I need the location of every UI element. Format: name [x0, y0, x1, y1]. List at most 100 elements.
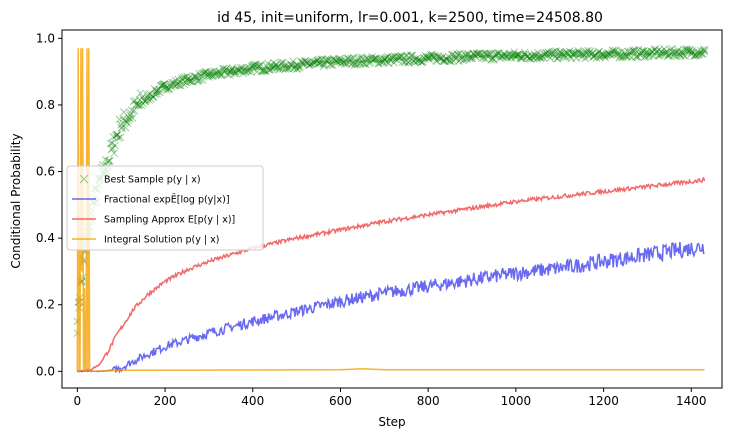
best-sample-marker: [327, 56, 336, 64]
best-sample-marker: [462, 54, 471, 63]
best-sample-marker: [491, 49, 500, 58]
best-sample-marker: [319, 60, 327, 68]
best-sample-marker: [291, 62, 300, 71]
best-sample-marker: [262, 62, 271, 71]
best-sample-marker: [398, 57, 407, 66]
best-sample-marker: [405, 58, 413, 67]
best-sample-marker: [546, 54, 554, 63]
best-sample-marker: [433, 57, 441, 66]
best-sample-marker: [568, 49, 576, 57]
best-sample-marker: [459, 56, 468, 65]
best-sample-marker: [104, 157, 112, 166]
best-sample-marker: [355, 59, 364, 68]
best-sample-marker: [319, 62, 328, 71]
best-sample-marker: [591, 51, 600, 59]
best-sample-marker: [199, 69, 208, 77]
best-sample-marker: [326, 60, 334, 69]
best-sample-marker: [191, 72, 200, 81]
best-sample-marker: [474, 50, 483, 58]
best-sample-marker: [244, 67, 253, 75]
best-sample-marker: [484, 52, 493, 61]
y-tick-label: 0.8: [36, 98, 55, 112]
best-sample-marker: [587, 50, 596, 58]
best-sample-marker: [540, 50, 548, 59]
best-sample-marker: [141, 97, 150, 105]
best-sample-marker: [543, 51, 552, 60]
best-sample-marker: [333, 57, 341, 66]
best-sample-marker: [655, 51, 664, 60]
best-sample-marker: [494, 49, 503, 57]
best-sample-marker: [275, 65, 283, 74]
best-sample-marker: [495, 49, 504, 58]
best-sample-marker: [268, 65, 276, 73]
best-sample-marker: [674, 46, 682, 54]
best-sample-marker: [624, 47, 633, 56]
best-sample-marker: [348, 58, 357, 67]
best-sample-marker: [515, 51, 524, 59]
best-sample-marker: [372, 54, 381, 63]
best-sample-marker: [498, 52, 507, 61]
best-sample-marker: [233, 65, 241, 74]
best-sample-marker: [307, 60, 316, 68]
best-sample-marker: [537, 53, 546, 62]
best-sample-marker: [377, 55, 386, 64]
best-sample-marker: [430, 53, 439, 62]
y-tick-label: 0.4: [36, 231, 55, 245]
y-axis-label: Conditional Probability: [9, 133, 23, 268]
best-sample-marker: [634, 45, 643, 54]
best-sample-marker: [431, 51, 440, 60]
plot-frame: [61, 29, 723, 389]
best-sample-marker: [173, 80, 182, 88]
best-sample-marker: [191, 72, 199, 81]
best-sample-marker: [356, 59, 365, 68]
best-sample-marker: [220, 67, 229, 76]
best-sample-marker: [526, 55, 535, 63]
best-sample-marker: [455, 49, 464, 58]
x-tick-label: 600: [329, 394, 352, 408]
best-sample-marker: [250, 61, 259, 69]
best-sample-marker: [618, 47, 626, 56]
best-sample-marker: [684, 47, 693, 55]
best-sample-marker: [558, 50, 567, 59]
best-sample-marker: [360, 59, 369, 68]
best-sample-marker: [224, 67, 233, 75]
best-sample-marker: [139, 99, 147, 108]
best-sample-marker: [680, 45, 689, 54]
best-sample-marker: [486, 49, 495, 58]
best-sample-marker: [410, 57, 418, 66]
best-sample-marker: [344, 54, 353, 63]
best-sample-marker: [552, 47, 561, 55]
best-sample-marker: [170, 81, 179, 90]
best-sample-marker: [378, 58, 387, 66]
best-sample-marker: [449, 57, 458, 65]
best-sample-marker: [501, 51, 510, 60]
best-sample-marker: [373, 55, 382, 64]
best-sample-marker: [333, 58, 342, 67]
best-sample-marker: [596, 53, 604, 62]
best-sample-marker: [292, 65, 301, 73]
best-sample-marker: [141, 97, 149, 106]
best-sample-marker: [631, 46, 640, 54]
best-sample-marker: [470, 51, 479, 60]
best-sample-marker: [527, 51, 536, 60]
best-sample-marker: [274, 63, 283, 71]
best-sample-marker: [632, 53, 640, 61]
best-sample-marker: [523, 52, 532, 61]
best-sample-marker: [555, 48, 564, 56]
best-sample-marker: [505, 50, 513, 59]
best-sample-marker: [560, 50, 568, 59]
best-sample-marker: [371, 54, 380, 63]
best-sample-marker: [143, 94, 152, 103]
best-sample-marker: [131, 96, 140, 105]
best-sample-marker: [348, 60, 356, 69]
best-sample-marker: [440, 57, 448, 66]
best-sample-marker: [590, 52, 598, 61]
best-sample-marker: [222, 65, 231, 73]
best-sample-marker: [162, 86, 171, 94]
best-sample-marker: [407, 52, 416, 60]
best-sample-marker: [292, 61, 301, 69]
best-sample-marker: [163, 83, 172, 92]
best-sample-marker: [294, 61, 303, 70]
best-sample-marker: [126, 111, 134, 119]
best-sample-marker: [466, 53, 475, 61]
